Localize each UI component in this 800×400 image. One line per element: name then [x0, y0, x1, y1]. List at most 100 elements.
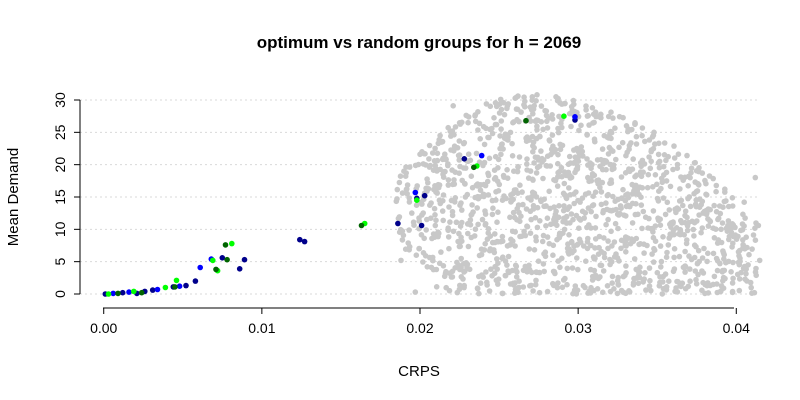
- random-group-point: [592, 245, 598, 251]
- random-group-point: [638, 194, 644, 200]
- random-group-point: [522, 98, 528, 105]
- random-group-point: [495, 209, 501, 215]
- random-group-point: [397, 173, 404, 179]
- random-group-point: [544, 125, 551, 131]
- random-group-point: [688, 165, 695, 171]
- random-group-point: [489, 239, 496, 246]
- random-group-point: [596, 233, 603, 240]
- random-group-point: [608, 146, 614, 153]
- random-group-point: [558, 164, 565, 171]
- random-group-point: [537, 197, 544, 203]
- random-group-point: [574, 255, 580, 261]
- random-group-point: [608, 228, 614, 235]
- random-group-point: [452, 124, 459, 130]
- random-group-point: [494, 219, 500, 225]
- random-group-point: [588, 208, 594, 215]
- random-group-point: [663, 254, 670, 260]
- random-group-point: [445, 182, 452, 188]
- random-group-point: [574, 166, 581, 172]
- random-group-point: [555, 280, 561, 286]
- random-group-point: [538, 148, 544, 154]
- random-group-point: [565, 161, 572, 168]
- random-group-point: [515, 289, 521, 296]
- random-group-point: [527, 283, 533, 289]
- random-group-point: [677, 282, 683, 289]
- random-group-point: [543, 203, 549, 209]
- random-group-point: [663, 169, 670, 176]
- random-group-point: [604, 192, 611, 199]
- random-group-point: [504, 105, 510, 112]
- random-group-point: [577, 239, 584, 245]
- random-group-point: [531, 247, 538, 253]
- random-group-point: [633, 133, 640, 140]
- random-group-point: [584, 132, 590, 138]
- random-group-point: [432, 145, 438, 152]
- random-group-point: [582, 191, 589, 197]
- random-group-point: [498, 106, 505, 113]
- random-group-point: [513, 274, 520, 280]
- random-group-point: [647, 165, 654, 172]
- random-group-point: [528, 107, 535, 113]
- random-group-point: [533, 98, 539, 104]
- random-group-point: [600, 209, 606, 216]
- random-group-point: [657, 216, 663, 222]
- random-group-point: [499, 238, 506, 244]
- random-group-point: [676, 253, 683, 260]
- random-group-point: [736, 287, 743, 294]
- random-group-point: [685, 183, 691, 189]
- random-group-point: [682, 174, 688, 181]
- random-group-point: [475, 109, 481, 115]
- random-group-point: [420, 250, 427, 256]
- random-group-point: [660, 234, 666, 240]
- random-group-point: [730, 259, 736, 266]
- random-group-point: [571, 147, 577, 153]
- random-group-point: [690, 226, 697, 233]
- random-group-point: [622, 239, 629, 245]
- random-group-point: [556, 113, 562, 120]
- random-group-point: [557, 264, 563, 271]
- random-group-point: [618, 287, 625, 294]
- random-group-point: [575, 154, 581, 160]
- random-group-point: [699, 268, 705, 274]
- random-group-point: [694, 260, 701, 267]
- random-group-point: [677, 186, 683, 192]
- random-group-point: [650, 225, 656, 232]
- random-group-point: [468, 173, 475, 179]
- random-group-point: [482, 221, 489, 227]
- random-group-point: [534, 204, 541, 211]
- random-group-point: [750, 232, 757, 238]
- random-group-point: [459, 119, 465, 126]
- random-group-point: [546, 138, 553, 144]
- random-group-point: [736, 276, 743, 282]
- random-group-point: [547, 205, 553, 212]
- random-group-point: [540, 261, 547, 267]
- y-axis-ticks: 0 5 10 15 20 25 30: [52, 92, 80, 298]
- random-group-point: [720, 274, 727, 281]
- optimum-group-point: [154, 286, 161, 293]
- random-group-point: [658, 258, 665, 265]
- random-group-point: [439, 138, 446, 145]
- random-group-point: [638, 202, 645, 208]
- random-group-point: [534, 154, 541, 161]
- random-group-point: [510, 282, 517, 288]
- random-group-point: [462, 268, 468, 275]
- random-group-point: [530, 139, 537, 145]
- random-group-point: [576, 127, 582, 134]
- random-group-point: [575, 266, 581, 273]
- random-group-point: [470, 209, 476, 215]
- random-group-point: [510, 238, 516, 244]
- random-group-point: [631, 275, 637, 282]
- random-group-point: [484, 178, 491, 185]
- random-group-point: [497, 145, 503, 152]
- random-group-point: [580, 153, 586, 159]
- random-group-point: [554, 183, 561, 189]
- random-group-point: [423, 227, 430, 233]
- random-group-point: [577, 199, 583, 205]
- random-group-point: [609, 280, 615, 286]
- random-group-point: [613, 156, 619, 163]
- random-group-point: [743, 271, 749, 277]
- optimum-group-point: [172, 284, 178, 290]
- random-group-point: [504, 243, 511, 249]
- random-group-point: [505, 253, 512, 260]
- random-group-point: [635, 280, 642, 287]
